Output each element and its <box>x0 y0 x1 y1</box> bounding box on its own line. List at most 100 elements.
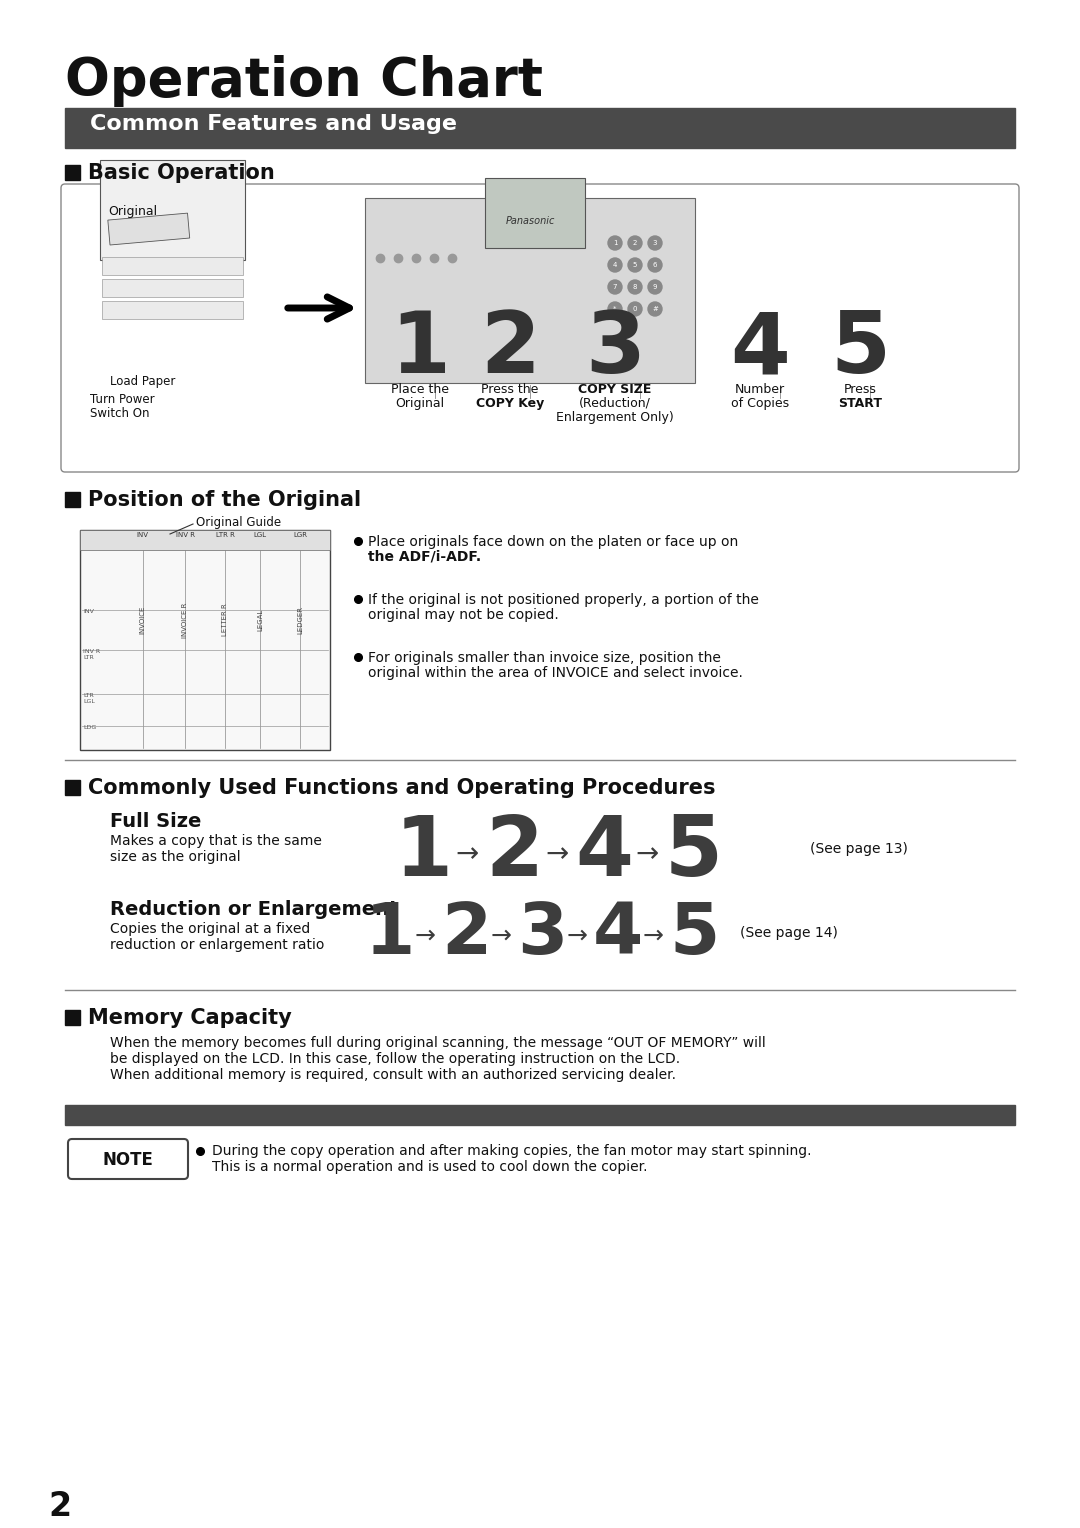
Bar <box>485 177 585 248</box>
Text: 2: 2 <box>481 309 540 391</box>
Text: size as the original: size as the original <box>110 850 241 863</box>
Text: 2: 2 <box>441 900 491 969</box>
Circle shape <box>627 258 642 272</box>
Bar <box>65 779 80 795</box>
Text: 2: 2 <box>633 240 637 246</box>
Text: Memory Capacity: Memory Capacity <box>87 1008 292 1028</box>
Text: Operation Chart: Operation Chart <box>65 55 543 107</box>
Text: 4: 4 <box>612 261 617 267</box>
Text: 3: 3 <box>517 900 567 969</box>
Text: LEGAL: LEGAL <box>257 608 264 631</box>
Circle shape <box>608 303 622 316</box>
Text: Switch On: Switch On <box>90 406 149 420</box>
Text: This is a normal operation and is used to cool down the copier.: This is a normal operation and is used t… <box>212 1160 648 1174</box>
Text: Full Size: Full Size <box>110 811 201 831</box>
Text: →: → <box>567 924 588 947</box>
Bar <box>365 199 696 384</box>
Text: COPY Key: COPY Key <box>476 397 544 410</box>
Circle shape <box>608 258 622 272</box>
Circle shape <box>627 280 642 293</box>
Text: 0: 0 <box>633 306 637 312</box>
Text: of Copies: of Copies <box>731 397 789 410</box>
Text: Place originals face down on the platen or face up on: Place originals face down on the platen … <box>368 535 739 549</box>
Text: →: → <box>643 924 664 947</box>
Bar <box>80 530 330 550</box>
Bar <box>108 212 190 244</box>
Text: #: # <box>652 306 658 312</box>
Text: Load Paper: Load Paper <box>110 374 175 388</box>
Text: *: * <box>613 306 617 312</box>
Text: 7: 7 <box>612 284 618 290</box>
Text: Turn Power: Turn Power <box>90 393 154 406</box>
Text: 9: 9 <box>652 284 658 290</box>
Circle shape <box>627 303 642 316</box>
Text: INVOICE: INVOICE <box>139 605 146 634</box>
Text: LTR
LGL: LTR LGL <box>83 694 95 704</box>
Text: Original: Original <box>395 397 445 410</box>
Text: Place the: Place the <box>391 384 449 396</box>
Circle shape <box>608 280 622 293</box>
Text: the ADF/i-ADF.: the ADF/i-ADF. <box>368 550 481 564</box>
Text: Press: Press <box>843 384 877 396</box>
Circle shape <box>627 235 642 251</box>
Text: INV R
LTR: INV R LTR <box>83 649 100 660</box>
Text: NOTE: NOTE <box>103 1151 153 1169</box>
Bar <box>102 301 243 319</box>
Text: Number: Number <box>734 384 785 396</box>
Text: →: → <box>635 840 658 868</box>
Bar <box>102 280 243 296</box>
Text: When the memory becomes full during original scanning, the message “OUT OF MEMOR: When the memory becomes full during orig… <box>110 1036 766 1050</box>
Text: Basic Operation: Basic Operation <box>87 163 274 183</box>
Bar <box>65 108 1015 148</box>
Bar <box>100 160 245 260</box>
Text: be displayed on the LCD. In this case, follow the operating instruction on the L: be displayed on the LCD. In this case, f… <box>110 1051 680 1067</box>
Text: Panasonic: Panasonic <box>505 215 555 226</box>
Text: (See page 13): (See page 13) <box>810 842 908 856</box>
Text: INV R: INV R <box>175 532 194 538</box>
Text: 1: 1 <box>365 900 416 969</box>
FancyBboxPatch shape <box>68 1138 188 1180</box>
Text: Makes a copy that is the same: Makes a copy that is the same <box>110 834 322 848</box>
Text: original within the area of INVOICE and select invoice.: original within the area of INVOICE and … <box>368 666 743 680</box>
Text: 2: 2 <box>485 811 543 892</box>
Bar <box>65 492 80 507</box>
Text: 4: 4 <box>730 309 789 391</box>
Text: Press the: Press the <box>482 384 539 396</box>
Text: LETTER R: LETTER R <box>222 604 228 636</box>
Text: Original Guide: Original Guide <box>195 516 281 529</box>
Text: (Reduction/: (Reduction/ <box>579 397 651 410</box>
Text: →: → <box>491 924 512 947</box>
Text: reduction or enlargement ratio: reduction or enlargement ratio <box>110 938 324 952</box>
Text: INVOICE R: INVOICE R <box>183 602 188 637</box>
Text: 3: 3 <box>585 309 645 391</box>
Text: When additional memory is required, consult with an authorized servicing dealer.: When additional memory is required, cons… <box>110 1068 676 1082</box>
Text: Common Features and Usage: Common Features and Usage <box>90 115 457 134</box>
Text: Original: Original <box>108 205 157 219</box>
Text: Enlargement Only): Enlargement Only) <box>556 411 674 423</box>
Text: 5: 5 <box>633 261 637 267</box>
Text: Reduction or Enlargement: Reduction or Enlargement <box>110 900 399 918</box>
Text: (See page 14): (See page 14) <box>740 926 838 940</box>
Text: 3: 3 <box>652 240 658 246</box>
Text: 1: 1 <box>395 811 453 892</box>
Text: INV: INV <box>83 610 94 614</box>
Bar <box>65 165 80 180</box>
Text: LGR: LGR <box>293 532 307 538</box>
Text: 6: 6 <box>652 261 658 267</box>
Text: Position of the Original: Position of the Original <box>87 490 361 510</box>
Text: LDG: LDG <box>83 724 96 730</box>
Text: 5: 5 <box>669 900 719 969</box>
Text: For originals smaller than invoice size, position the: For originals smaller than invoice size,… <box>368 651 720 665</box>
Text: 4: 4 <box>593 900 644 969</box>
Text: During the copy operation and after making copies, the fan motor may start spinn: During the copy operation and after maki… <box>212 1144 811 1158</box>
Circle shape <box>648 280 662 293</box>
Circle shape <box>648 235 662 251</box>
Text: original may not be copied.: original may not be copied. <box>368 608 558 622</box>
Text: 5: 5 <box>831 309 890 391</box>
Text: If the original is not positioned properly, a portion of the: If the original is not positioned proper… <box>368 593 759 607</box>
Text: 1: 1 <box>612 240 618 246</box>
Text: START: START <box>838 397 882 410</box>
Text: 1: 1 <box>390 309 450 391</box>
Text: 4: 4 <box>575 811 633 892</box>
Bar <box>80 530 330 750</box>
